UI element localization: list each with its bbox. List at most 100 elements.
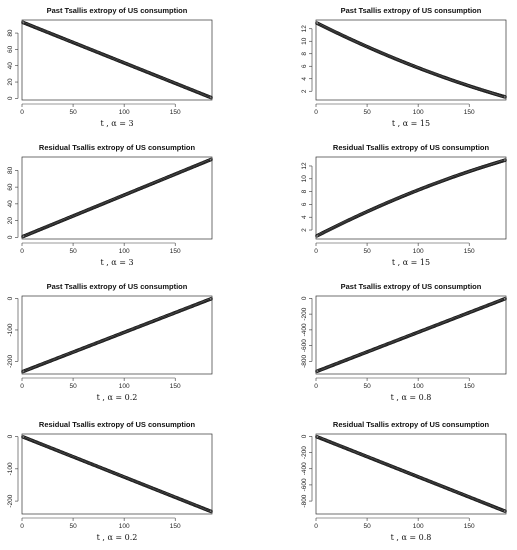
y-tick-label: 0	[301, 296, 308, 300]
chart-title: Residual Tsallis extropy of US consumpti…	[39, 143, 196, 152]
x-tick-label: 100	[413, 383, 424, 390]
x-axis-label: t , α = 15	[392, 258, 430, 267]
y-tick-label: 6	[301, 64, 308, 68]
y-tick-label: 12	[301, 162, 308, 170]
y-tick-label: -200	[301, 307, 308, 320]
y-tick-label: 8	[301, 52, 308, 56]
y-tick-label: -800	[301, 355, 308, 368]
chart-title: Residual Tsallis extropy of US consumpti…	[333, 420, 490, 429]
x-tick-label: 150	[170, 248, 181, 255]
y-tick-label: -200	[7, 494, 14, 507]
data-points	[21, 157, 213, 239]
y-tick-label: 40	[7, 200, 14, 208]
chart-title: Residual Tsallis extropy of US consumpti…	[333, 143, 490, 152]
y-tick-label: 0	[7, 296, 14, 300]
x-tick-label: 0	[20, 383, 24, 390]
chart-panel-4: Residual Tsallis extropy of US consumpti…	[301, 143, 507, 267]
x-tick-label: 50	[363, 523, 371, 530]
data-points	[21, 297, 213, 374]
x-tick-label: 150	[170, 109, 181, 116]
chart-title: Past Tsallis extropy of US consumption	[47, 282, 188, 291]
plot-frame	[21, 156, 213, 240]
y-tick-label: 4	[301, 77, 308, 81]
x-axis-label: t , α = 0.8	[391, 393, 432, 402]
data-points	[315, 158, 507, 238]
y-tick-label: 20	[7, 78, 14, 86]
plot-frame	[315, 433, 507, 515]
data-point	[209, 157, 213, 162]
chart-panel-7: Residual Tsallis extropy of US consumpti…	[7, 420, 213, 542]
chart-panel-5: Past Tsallis extropy of US consumption 0 5…	[7, 282, 213, 402]
x-tick-label: 150	[464, 523, 475, 530]
data-point	[209, 95, 213, 100]
plot-frame	[315, 19, 507, 101]
x-tick-label: 0	[314, 383, 318, 390]
plot-frame	[21, 19, 213, 101]
x-tick-label: 50	[363, 248, 371, 255]
y-tick-label: 60	[7, 45, 14, 53]
y-tick-label: 6	[301, 202, 308, 206]
y-tick-label: 2	[301, 89, 308, 93]
chart-title: Past Tsallis extropy of US consumption	[341, 6, 482, 15]
y-tick-label: -600	[301, 339, 308, 352]
x-tick-label: 0	[314, 523, 318, 530]
chart-panel-6: Past Tsallis extropy of US consumption 0 5…	[301, 282, 507, 402]
y-tick-label: 10	[301, 175, 308, 183]
x-tick-label: 50	[69, 523, 77, 530]
chart-title: Past Tsallis extropy of US consumption	[47, 6, 188, 15]
y-tick-label: 12	[301, 25, 308, 33]
y-tick-label: 80	[7, 166, 14, 174]
data-point	[209, 509, 213, 514]
data-points	[21, 20, 213, 100]
y-tick-label: -400	[301, 462, 308, 475]
plot-frame	[21, 295, 213, 375]
data-point	[503, 95, 507, 99]
data-points	[315, 435, 507, 513]
chart-panel-2: Past Tsallis extropy of US consumption 0 5…	[301, 6, 507, 128]
x-axis-label: t , α = 3	[100, 258, 133, 267]
y-tick-label: -800	[301, 494, 308, 507]
x-tick-label: 100	[413, 109, 424, 116]
x-tick-label: 50	[69, 383, 77, 390]
x-tick-label: 100	[413, 523, 424, 530]
y-tick-label: 80	[7, 29, 14, 37]
plot-frame	[315, 156, 507, 240]
x-tick-label: 0	[20, 109, 24, 116]
y-tick-label: -100	[7, 462, 14, 475]
x-tick-label: 0	[20, 523, 24, 530]
y-tick-label: 20	[7, 217, 14, 225]
plot-frame	[21, 433, 213, 515]
x-tick-label: 0	[314, 248, 318, 255]
y-tick-label: -400	[301, 323, 308, 336]
chart-title: Past Tsallis extropy of US consumption	[341, 282, 482, 291]
y-tick-label: 10	[301, 37, 308, 45]
y-tick-label: 0	[7, 235, 14, 239]
x-tick-label: 150	[464, 383, 475, 390]
y-tick-label: 0	[7, 434, 14, 438]
x-tick-label: 50	[69, 248, 77, 255]
data-point	[503, 509, 507, 513]
y-tick-label: 0	[301, 434, 308, 438]
x-tick-label: 150	[464, 248, 475, 255]
x-axis-label: t , α = 0.2	[97, 533, 138, 542]
data-points	[315, 21, 507, 99]
x-tick-label: 150	[170, 523, 181, 530]
y-tick-label: -200	[7, 355, 14, 368]
x-tick-label: 100	[413, 248, 424, 255]
y-tick-label: 8	[301, 189, 308, 193]
y-tick-label: -600	[301, 478, 308, 491]
chart-panel-8: Residual Tsallis extropy of US consumpti…	[301, 420, 507, 542]
x-tick-label: 50	[69, 109, 77, 116]
y-tick-label: 2	[301, 228, 308, 232]
chart-title: Residual Tsallis extropy of US consumpti…	[39, 420, 196, 429]
y-tick-label: 40	[7, 62, 14, 70]
x-axis-label: t , α = 0.2	[97, 393, 138, 402]
x-tick-label: 100	[119, 383, 130, 390]
data-points	[21, 435, 213, 514]
data-point	[209, 297, 213, 301]
x-tick-label: 100	[119, 523, 130, 530]
plot-frame	[315, 295, 507, 375]
x-tick-label: 100	[119, 109, 130, 116]
y-tick-label: 0	[7, 96, 14, 100]
